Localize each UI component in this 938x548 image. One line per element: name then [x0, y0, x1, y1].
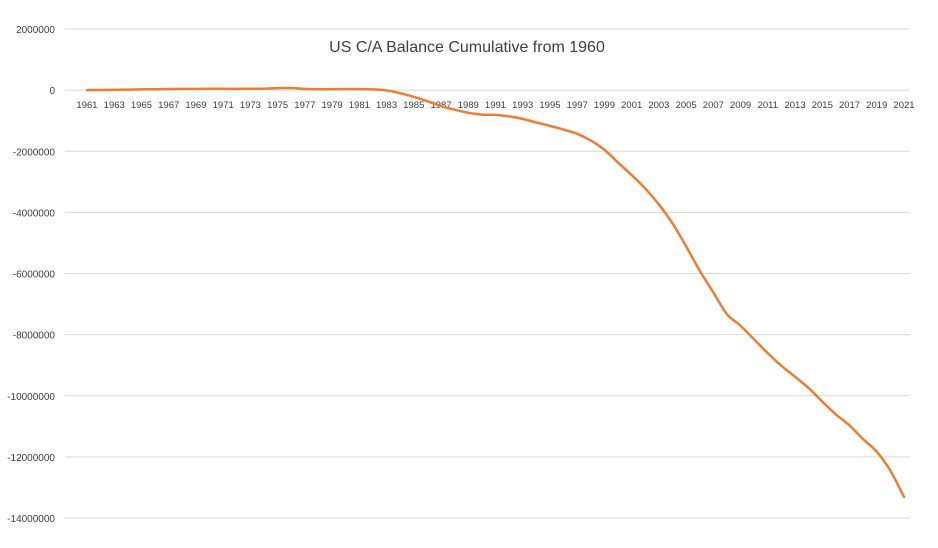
series-line	[85, 86, 906, 499]
x-tick-label: 2007	[703, 100, 724, 111]
x-tick-label: 1969	[185, 100, 206, 111]
x-tick-label: 1977	[294, 100, 315, 111]
x-tick-label: 2011	[758, 100, 778, 111]
y-tick-label: -2000000	[13, 147, 56, 158]
x-tick-label: 1989	[458, 100, 479, 111]
x-tick-label: 1963	[104, 100, 125, 111]
x-tick-label: 1985	[403, 100, 424, 111]
y-tick-label: 0	[49, 86, 55, 97]
x-tick-label: 1965	[131, 100, 152, 111]
y-tick-label: -10000000	[7, 392, 55, 403]
x-tick-label: 1997	[567, 100, 588, 111]
x-tick-label: 1975	[267, 100, 288, 111]
chart-title: US C/A Balance Cumulative from 1960	[329, 39, 605, 56]
y-tick-label: -8000000	[13, 331, 56, 342]
x-tick-label: 2013	[784, 100, 805, 111]
x-tick-label: 1979	[322, 100, 343, 111]
y-tick-label: -4000000	[13, 208, 56, 219]
x-tick-label: 1983	[376, 100, 397, 111]
x-tick-label: 1973	[240, 100, 261, 111]
x-tick-label: 2003	[648, 100, 669, 111]
x-tick-label: 2017	[839, 100, 860, 111]
series-lines	[85, 86, 906, 499]
x-tick-label: 1993	[512, 100, 533, 111]
y-tick-label: 2000000	[16, 25, 55, 36]
y-axis-tick-labels: 2000000 0 -2000000 -4000000 -6000000 -8000000…	[7, 25, 55, 525]
x-tick-label: 1971	[213, 100, 234, 111]
gridlines	[65, 28, 910, 519]
x-tick-label: 2001	[621, 100, 642, 111]
x-tick-label: 1981	[349, 100, 370, 111]
x-tick-label: 2009	[730, 100, 751, 111]
y-tick-label: -6000000	[13, 270, 56, 281]
x-tick-label: 1995	[539, 100, 560, 111]
x-tick-label: 2015	[812, 100, 833, 111]
x-tick-label: 1967	[158, 100, 179, 111]
x-tick-label: 2005	[676, 100, 697, 111]
x-tick-label: 2019	[866, 100, 887, 111]
y-tick-label: -12000000	[7, 453, 55, 464]
x-tick-label: 2021	[893, 100, 914, 111]
x-tick-label: 1961	[76, 100, 97, 111]
x-tick-label: 1999	[594, 100, 615, 111]
x-tick-label: 1991	[485, 100, 506, 111]
x-axis-tick-labels: 1961 1963 1965 1967 1969 1971 1973 1975 1977 1979…	[76, 100, 914, 111]
y-tick-label: -14000000	[7, 514, 55, 525]
